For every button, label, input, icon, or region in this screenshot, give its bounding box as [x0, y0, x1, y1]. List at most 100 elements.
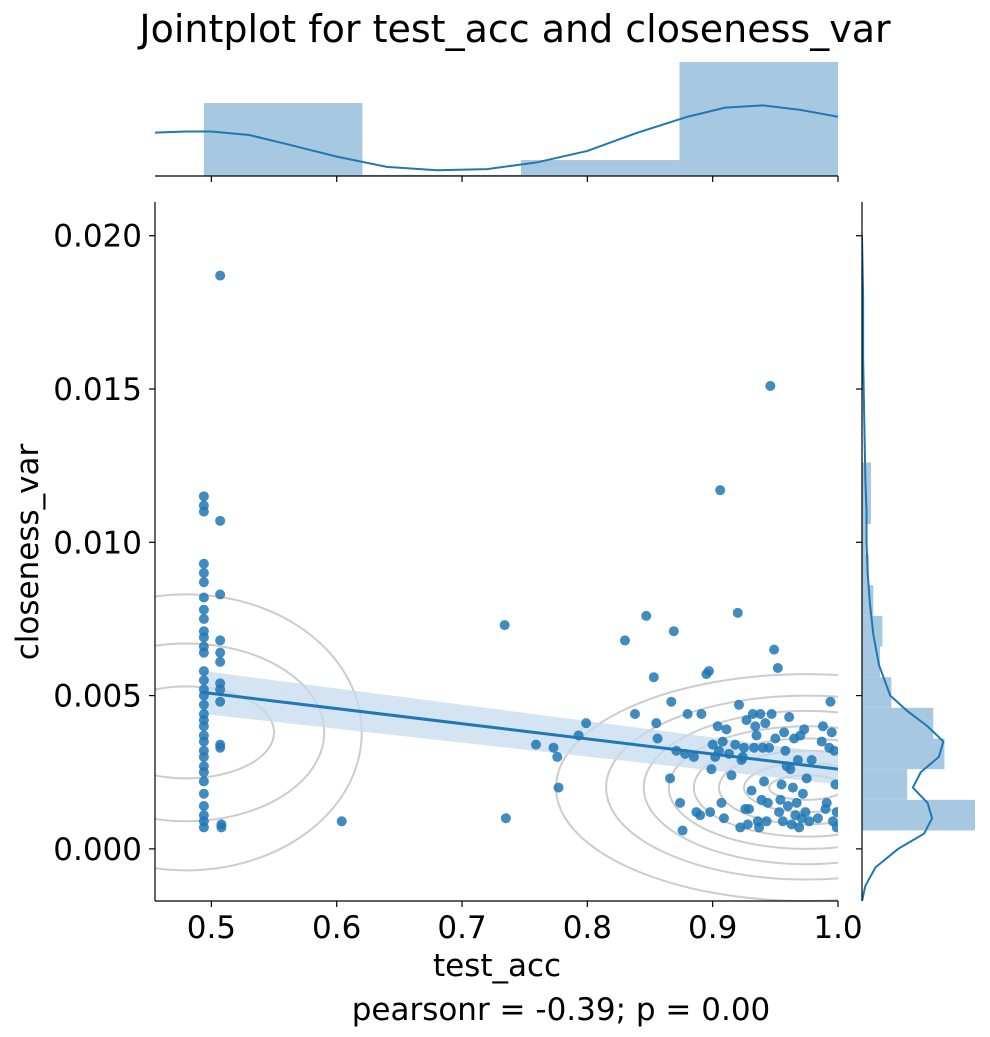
scatter-point — [726, 770, 737, 781]
scatter-point — [787, 782, 798, 793]
scatter-point — [198, 613, 209, 624]
scatter-point — [552, 751, 563, 762]
scatter-point — [716, 797, 727, 808]
scatter-point — [799, 724, 810, 735]
scatter-point — [821, 797, 832, 808]
scatter-point — [737, 751, 748, 762]
x-tick-label: 0.5 — [187, 910, 236, 946]
scatter-point — [797, 788, 808, 799]
kde-contours — [155, 593, 838, 901]
scatter-point — [785, 764, 796, 775]
scatter-point — [784, 712, 795, 723]
scatter-point — [553, 782, 564, 793]
scatter-point — [688, 751, 699, 762]
right-hist-bar — [862, 523, 866, 555]
scatter-point — [792, 754, 803, 765]
scatter-point — [675, 797, 686, 808]
scatter-point — [825, 696, 836, 707]
scatter-point — [198, 592, 209, 603]
scatter-point — [198, 506, 209, 517]
scatter-point — [215, 647, 226, 658]
scatter-point — [775, 794, 786, 805]
scatter-point — [198, 647, 209, 658]
scatter-point — [215, 635, 226, 646]
scatter-point — [215, 589, 226, 600]
pearson-annotation: pearsonr = -0.39; p = 0.00 — [352, 992, 771, 1028]
scatter-point — [198, 666, 209, 677]
scatter-point — [770, 733, 781, 744]
scatter-point — [215, 515, 226, 526]
scatter-point — [499, 620, 510, 631]
top-hist-bar — [679, 62, 838, 176]
scatter-point — [198, 699, 209, 710]
scatter-point — [695, 810, 706, 821]
contour-right-3 — [692, 737, 838, 838]
scatter-point — [721, 724, 732, 735]
y-tick-label: 0.005 — [53, 679, 142, 715]
scatter-point — [198, 721, 209, 732]
x-tick-label: 0.7 — [437, 910, 486, 946]
top-marginal-bars — [155, 62, 838, 176]
scatter-point — [829, 745, 838, 756]
y-tick-label: 0.015 — [53, 372, 142, 408]
scatter-point — [791, 797, 802, 808]
scatter-point — [215, 684, 226, 695]
scatter-point — [652, 733, 663, 744]
scatter-point — [747, 708, 758, 719]
regression-group — [203, 671, 838, 785]
top-kde-curve — [155, 104, 838, 172]
scatter-point — [677, 825, 688, 836]
scatter-point — [198, 736, 209, 747]
scatter-point — [723, 748, 734, 759]
scatter-point — [648, 672, 659, 683]
scatter-point — [705, 807, 716, 818]
scatter-points — [198, 270, 838, 836]
y-axis-label: closeness_var — [10, 444, 46, 661]
right-hist-bar — [862, 799, 975, 831]
scatter-point — [198, 776, 209, 787]
scatter-point — [668, 626, 679, 637]
scatter-point — [573, 730, 584, 741]
scatter-point — [806, 754, 817, 765]
top-marginal-histogram — [155, 62, 839, 182]
scatter-point — [746, 785, 757, 796]
scatter-point — [741, 715, 752, 726]
scatter-point — [812, 813, 823, 824]
scatter-point — [742, 819, 753, 830]
y-tick-label: 0.020 — [53, 219, 142, 255]
y-tick-label: 0.000 — [53, 832, 142, 868]
contour-right-6 — [605, 694, 838, 881]
scatter-point — [762, 797, 773, 808]
scatter-point — [713, 745, 724, 756]
right-marginal-histogram — [856, 202, 975, 901]
scatter-point — [804, 816, 815, 827]
contour-left-1 — [155, 642, 326, 823]
scatter-point — [766, 708, 777, 719]
scatter-point — [782, 800, 793, 811]
scatter-point — [779, 727, 790, 738]
scatter-point — [800, 807, 811, 818]
right-hist-bar — [862, 462, 872, 494]
scatter-point — [715, 485, 726, 496]
top-hist-bar — [203, 103, 363, 176]
x-tick-label: 0.9 — [688, 910, 737, 946]
scatter-point — [764, 742, 775, 753]
right-hist-bar — [862, 646, 881, 678]
right-hist-bar — [862, 554, 869, 586]
confidence-band — [203, 671, 838, 785]
right-marginal-bars — [862, 235, 975, 901]
y-tick-label: 0.010 — [53, 525, 142, 561]
scatter-point — [198, 491, 209, 502]
scatter-point — [198, 788, 209, 799]
scatter-point — [707, 739, 718, 750]
scatter-point — [198, 632, 209, 643]
scatter-point — [760, 718, 771, 729]
scatter-point — [712, 721, 723, 732]
scatter-point — [744, 804, 755, 815]
scatter-point — [216, 822, 227, 833]
scatter-point — [629, 708, 640, 719]
scatter-point — [665, 773, 676, 784]
scatter-point — [749, 742, 760, 753]
scatter-point — [826, 727, 837, 738]
